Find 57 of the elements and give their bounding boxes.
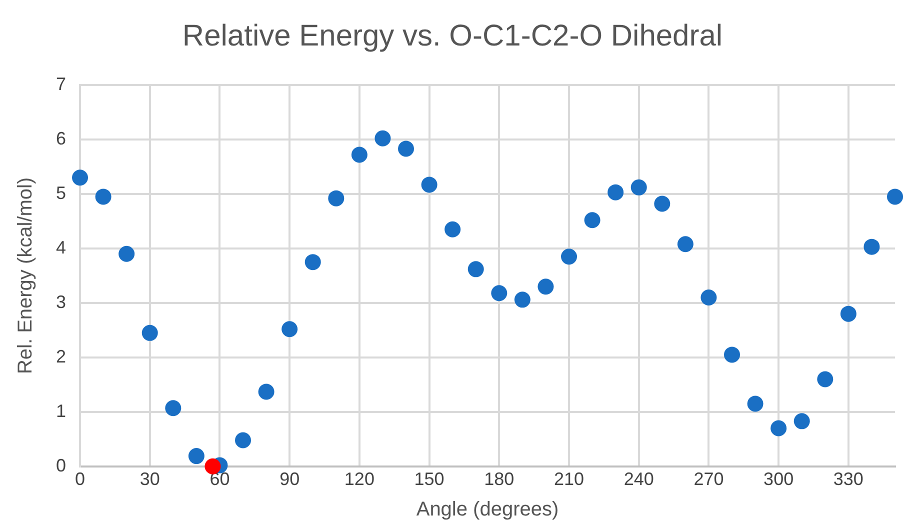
point — [421, 176, 438, 193]
chart-title: Relative Energy vs. O-C1-C2-O Dihedral — [182, 19, 723, 52]
point — [747, 396, 764, 412]
point — [770, 420, 787, 436]
x-axis-title: Angle (degrees) — [416, 498, 559, 521]
point — [887, 188, 903, 205]
x-tick-label: 270 — [694, 469, 724, 490]
point — [72, 170, 88, 186]
y-tick-label: 1 — [56, 400, 66, 421]
point — [351, 146, 368, 163]
point — [608, 184, 624, 200]
point — [328, 190, 344, 206]
y-tick-label: 6 — [56, 128, 66, 148]
point — [142, 324, 158, 341]
point — [118, 246, 135, 262]
point — [794, 413, 810, 430]
y-tick-label: 3 — [56, 292, 66, 312]
y-tick-label: 0 — [56, 455, 66, 476]
y-axis-title: Rel. Energy (kcal/mol) — [14, 177, 37, 374]
y-tick-label: 5 — [56, 182, 66, 203]
point — [398, 140, 414, 157]
point — [444, 221, 461, 238]
point — [374, 130, 391, 146]
y-tick-label: 2 — [56, 346, 66, 366]
x-tick-label: 0 — [75, 469, 86, 490]
x-tick-label: 120 — [344, 469, 374, 490]
point — [304, 254, 321, 270]
point — [188, 448, 204, 464]
point — [235, 432, 252, 448]
point — [654, 196, 670, 212]
point — [538, 278, 554, 295]
x-tick-label: 210 — [554, 469, 584, 490]
point — [700, 289, 717, 306]
x-tick-label: 300 — [764, 469, 794, 490]
point — [724, 346, 740, 363]
y-tick-label: 7 — [56, 74, 66, 94]
point — [817, 371, 834, 388]
x-tick-label: 30 — [140, 469, 160, 490]
point — [677, 236, 694, 252]
point — [95, 188, 112, 205]
point — [630, 179, 647, 196]
point — [561, 248, 578, 265]
point — [864, 238, 880, 255]
y-tick-label: 4 — [56, 237, 66, 258]
x-tick-label: 180 — [484, 469, 514, 490]
x-tick-label: 150 — [414, 469, 444, 490]
point — [468, 261, 484, 278]
point — [258, 384, 274, 400]
point — [514, 292, 530, 308]
x-tick-label: 240 — [624, 469, 654, 490]
point — [840, 306, 856, 322]
point — [584, 212, 600, 228]
point — [491, 285, 508, 302]
x-tick-label: 90 — [280, 469, 300, 490]
point — [165, 400, 182, 416]
x-tick-label: 330 — [833, 469, 864, 490]
point — [282, 321, 298, 338]
